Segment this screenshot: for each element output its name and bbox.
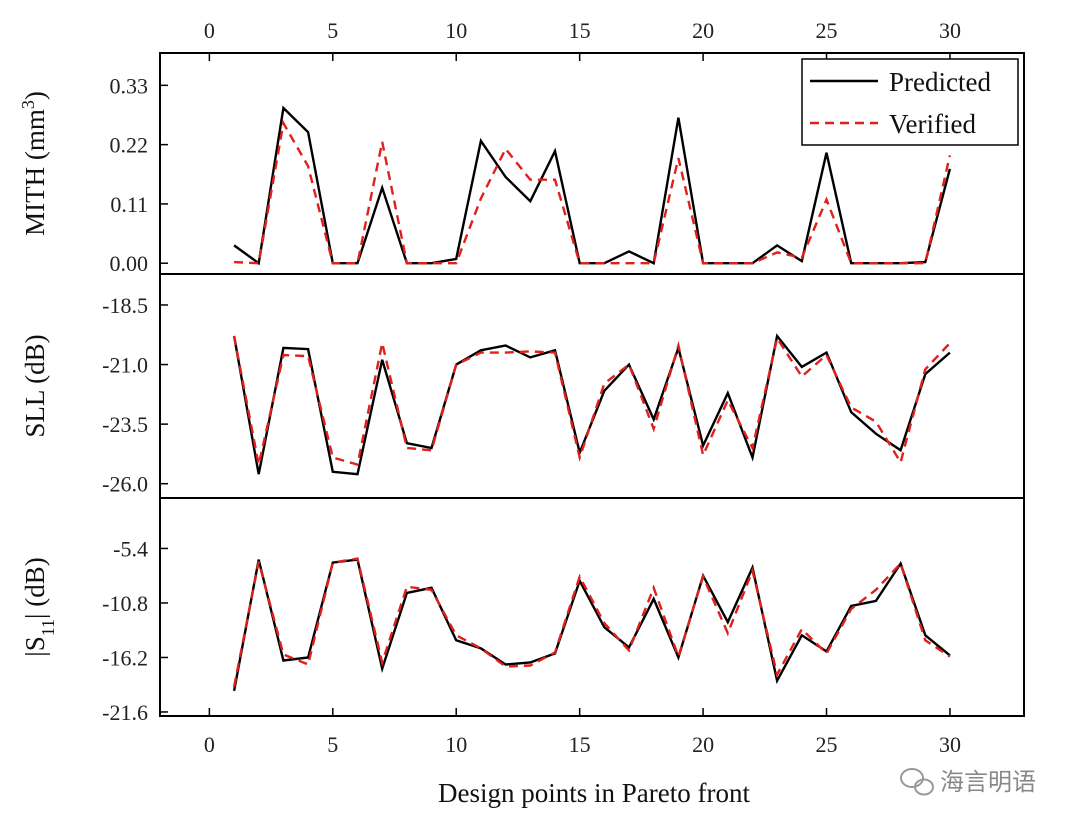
y-tick-label: -18.5	[102, 293, 148, 318]
bottom-x-tick-label: 0	[204, 732, 215, 757]
top-x-tick-label: 0	[204, 18, 215, 43]
panel-sll: -18.5 -21.0 -23.5 -26.0 SLL (dB)	[20, 273, 1025, 499]
top-x-tick-label: 15	[569, 18, 591, 43]
y-axis-title-s11: |S11| (dB)	[20, 557, 58, 656]
series-verified-mith	[234, 119, 952, 265]
y-axis-title-mith: MITH (mm3)	[18, 91, 50, 236]
series-predicted-sll	[232, 333, 951, 476]
panel-s11: -5.4 -10.8 -16.2 -21.6 |S11| (dB)	[20, 497, 1025, 725]
panel-frame	[159, 497, 1025, 717]
legend-box	[801, 58, 1019, 146]
series-verified-sll	[232, 335, 951, 467]
legend-verified-label: Verified	[889, 109, 976, 139]
legend-predicted-label: Predicted	[889, 67, 991, 97]
bottom-x-tick-label: 5	[327, 732, 338, 757]
bottom-x-axis: 0 5 10 15 20 25 30	[204, 708, 961, 757]
y-tick-label: 0.22	[110, 133, 149, 158]
watermark: 海言明语	[900, 768, 1036, 796]
legend: Predicted Verified	[801, 58, 1019, 146]
y-tick-label: -16.2	[102, 645, 148, 670]
bottom-x-tick-label: 30	[939, 732, 961, 757]
top-x-tick-label: 5	[327, 18, 338, 43]
series-verified-s11	[232, 557, 951, 687]
top-x-tick-label: 30	[939, 18, 961, 43]
y-tick-label: -10.8	[102, 591, 148, 616]
y-tick-label: 0.33	[110, 73, 149, 98]
bottom-x-tick-label: 20	[692, 732, 714, 757]
top-x-tick-label: 10	[445, 18, 467, 43]
top-x-tick-label: 20	[692, 18, 714, 43]
y-tick-label: -26.0	[102, 472, 148, 497]
y-tick-label: 0.00	[110, 251, 149, 276]
y-tick-label: -23.5	[102, 412, 148, 437]
bottom-x-tick-label: 15	[569, 732, 591, 757]
panel-frame	[159, 273, 1025, 499]
y-tick-label: -21.0	[102, 353, 148, 378]
bottom-x-tick-label: 25	[816, 732, 838, 757]
y-tick-label: -5.4	[113, 536, 148, 561]
chart-panels: 0.33 0.22 0.11 0.00 MITH (mm3) -18.5 -21.0 -23.…	[18, 52, 1025, 725]
top-x-axis: 0 5 10 15 20 25 30	[204, 18, 961, 61]
watermark-text: 海言明语	[940, 768, 1036, 796]
bottom-x-tick-label: 10	[445, 732, 467, 757]
x-axis-title: Design points in Pareto front	[438, 778, 750, 808]
wechat-icon	[900, 768, 934, 796]
y-tick-label: 0.11	[110, 192, 148, 217]
top-x-tick-label: 25	[816, 18, 838, 43]
y-axis-title-sll: SLL (dB)	[20, 334, 50, 437]
y-tick-label: -21.6	[102, 700, 148, 725]
